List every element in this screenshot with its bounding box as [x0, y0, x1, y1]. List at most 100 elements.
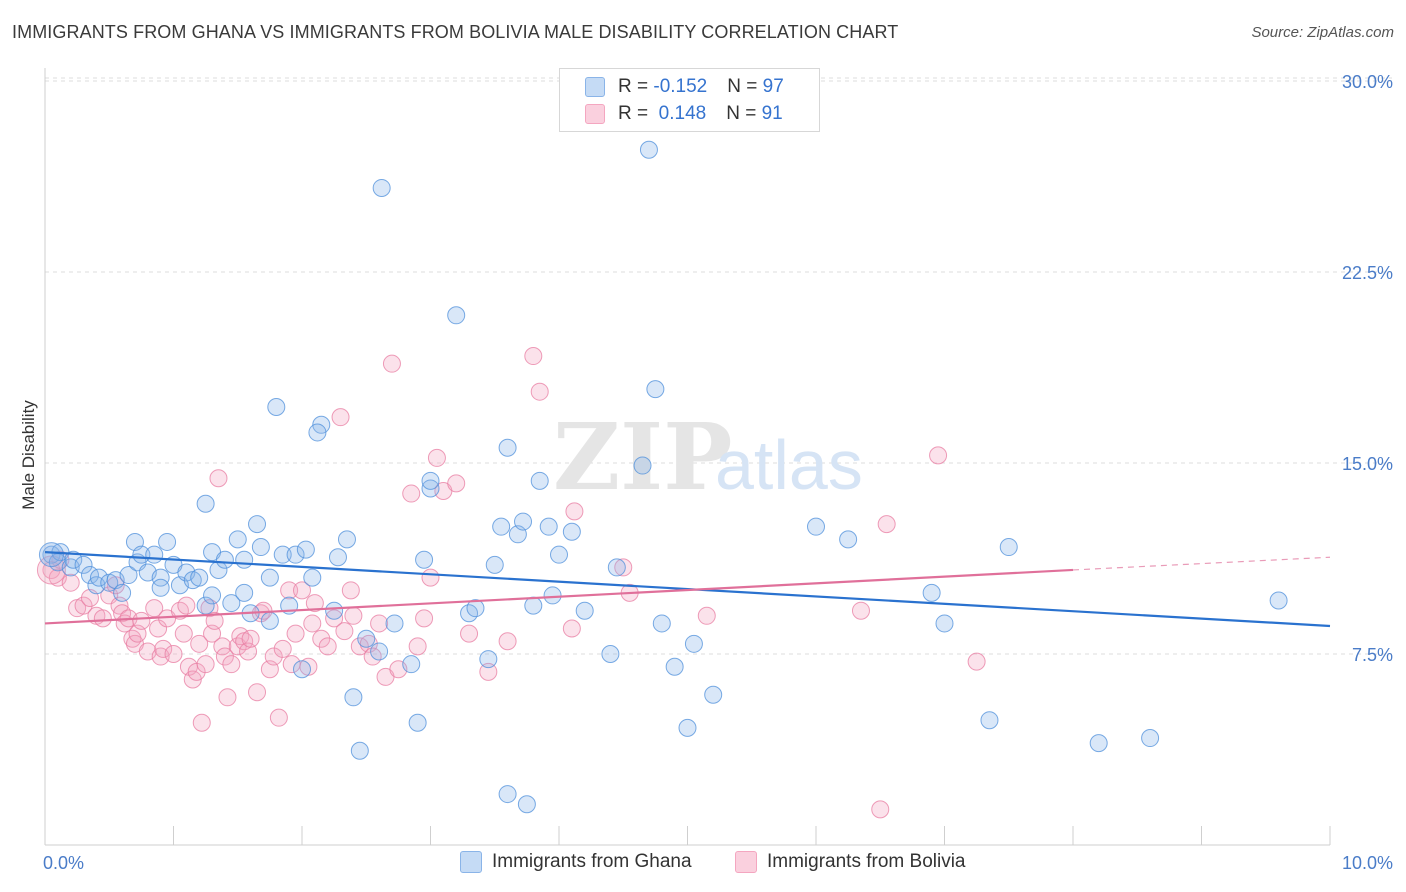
point-bolivia [213, 637, 232, 656]
point-ghana [350, 741, 369, 760]
point-ghana [344, 688, 363, 707]
point-ghana [415, 550, 434, 569]
point-ghana [530, 471, 549, 490]
point-ghana [421, 471, 440, 490]
point-ghana [607, 558, 626, 577]
point-ghana [235, 583, 254, 602]
point-ghana [543, 586, 562, 605]
source-label: Source: ZipAtlas.com [1251, 24, 1394, 41]
point-bolivia [93, 609, 112, 628]
series-ghana-points [38, 140, 1288, 814]
point-bolivia [967, 652, 986, 671]
point-ghana [485, 555, 504, 574]
point-ghana [357, 629, 376, 648]
point-bolivia [312, 629, 331, 648]
point-ghana [466, 599, 485, 618]
point-ghana [251, 538, 270, 557]
point-bolivia [190, 634, 209, 653]
point-ghana [273, 545, 292, 564]
point-ghana [74, 555, 93, 574]
point-ghana [64, 550, 83, 569]
point-bolivia [192, 713, 211, 732]
point-ghana [633, 456, 652, 475]
point-ghana [807, 517, 825, 536]
point-ghana [1141, 729, 1160, 748]
point-bolivia [218, 688, 237, 707]
point-bolivia [325, 609, 344, 628]
point-ghana [999, 538, 1018, 557]
point-bolivia [877, 515, 896, 534]
legend-swatch-ghana [585, 77, 605, 97]
point-ghana [562, 522, 581, 541]
series-swatch-ghana [460, 851, 482, 873]
point-ghana [151, 568, 170, 587]
point-bolivia [498, 632, 517, 651]
point-ghana [308, 423, 327, 442]
point-bolivia [174, 624, 193, 643]
point-bolivia [479, 662, 498, 681]
point-bolivia [123, 629, 142, 648]
series-legend: Immigrants from Ghana Immigrants from Bo… [0, 851, 1406, 879]
legend-n-label: N = [727, 76, 763, 97]
point-bolivia [215, 647, 234, 666]
point-bolivia [177, 596, 196, 615]
point-ghana-cluster [38, 542, 64, 568]
point-bolivia [427, 448, 446, 467]
point-bolivia [344, 606, 363, 625]
point-ghana [158, 532, 177, 551]
point-bolivia [929, 446, 948, 465]
point-ghana [575, 601, 594, 620]
point-bolivia [530, 382, 549, 401]
point-ghana [203, 586, 222, 605]
point-bolivia [149, 619, 168, 638]
point-bolivia [447, 474, 466, 493]
point-ghana [145, 545, 164, 564]
point-bolivia [209, 469, 228, 488]
point-ghana [372, 178, 391, 197]
point-bolivia [248, 683, 267, 702]
point-bolivia [614, 558, 633, 577]
series-legend-bolivia: Immigrants from Bolivia [735, 851, 966, 873]
point-ghana [1269, 591, 1288, 610]
point-ghana [151, 578, 170, 597]
point-bolivia [851, 601, 870, 620]
point-bolivia [273, 639, 292, 658]
point-ghana [235, 550, 254, 569]
point-bolivia [382, 354, 401, 373]
point-bolivia [402, 484, 421, 503]
series-label-ghana: Immigrants from Ghana [492, 851, 692, 872]
point-bolivia [370, 614, 389, 633]
point-bolivia [341, 581, 360, 600]
point-ghana [421, 479, 440, 498]
point-bolivia [132, 611, 151, 630]
y-tick-label: 7.5% [1352, 645, 1393, 665]
point-ghana [935, 614, 954, 633]
point-bolivia [460, 624, 479, 643]
y-axis-label: Male Disability [19, 400, 38, 510]
point-ghana [652, 614, 671, 633]
point-ghana [385, 614, 404, 633]
series-legend-ghana: Immigrants from Ghana [460, 851, 692, 873]
point-bolivia [222, 655, 241, 674]
point-ghana [113, 583, 132, 602]
point-ghana [492, 517, 511, 536]
point-bolivia [871, 800, 890, 819]
x-tick-label: 0.0% [43, 853, 84, 873]
point-ghana [215, 550, 234, 569]
point-ghana [119, 566, 138, 585]
point-bolivia [205, 611, 224, 630]
point-bolivia [61, 573, 80, 592]
y-tick-label: 15.0% [1342, 454, 1393, 474]
point-ghana [498, 785, 517, 804]
point-ghana [328, 548, 347, 567]
chart-title: IMMIGRANTS FROM GHANA VS IMMIGRANTS FROM… [12, 22, 899, 42]
point-bolivia [305, 594, 324, 613]
point-bolivia [264, 647, 283, 666]
point-ghana [1089, 734, 1108, 753]
point-ghana [248, 515, 267, 534]
point-ghana [684, 634, 703, 653]
series-swatch-bolivia [735, 851, 757, 873]
series-bolivia-points [36, 347, 986, 819]
point-ghana [228, 530, 247, 549]
trend-line-bolivia [44, 568, 1074, 625]
